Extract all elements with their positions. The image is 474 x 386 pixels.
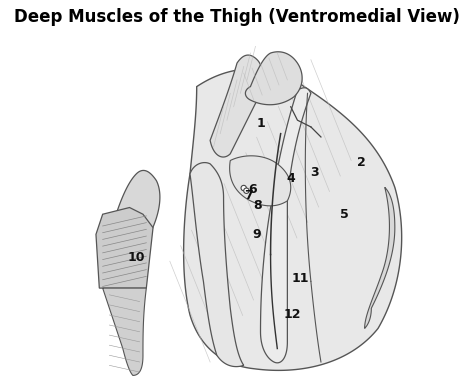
Text: 1: 1 <box>256 117 265 130</box>
Polygon shape <box>108 171 160 254</box>
Text: 3: 3 <box>310 166 319 179</box>
Polygon shape <box>365 187 395 328</box>
Text: 6: 6 <box>248 183 256 196</box>
Text: 7: 7 <box>245 189 253 202</box>
Polygon shape <box>229 156 291 206</box>
Text: 2: 2 <box>357 156 365 169</box>
Text: 4: 4 <box>286 173 295 185</box>
Text: 10: 10 <box>128 251 145 264</box>
Text: Deep Muscles of the Thigh (Ventromedial View): Deep Muscles of the Thigh (Ventromedial … <box>14 8 460 26</box>
Polygon shape <box>261 88 311 363</box>
Polygon shape <box>103 288 146 376</box>
Polygon shape <box>210 55 262 157</box>
Circle shape <box>241 185 246 191</box>
Text: 12: 12 <box>283 308 301 322</box>
Text: 8: 8 <box>253 199 262 212</box>
Text: 5: 5 <box>340 208 349 221</box>
Polygon shape <box>96 208 153 288</box>
Text: 9: 9 <box>253 228 262 241</box>
Polygon shape <box>190 163 244 367</box>
Polygon shape <box>246 52 302 105</box>
Polygon shape <box>183 69 401 371</box>
Text: 11: 11 <box>292 271 310 284</box>
Circle shape <box>244 188 249 193</box>
